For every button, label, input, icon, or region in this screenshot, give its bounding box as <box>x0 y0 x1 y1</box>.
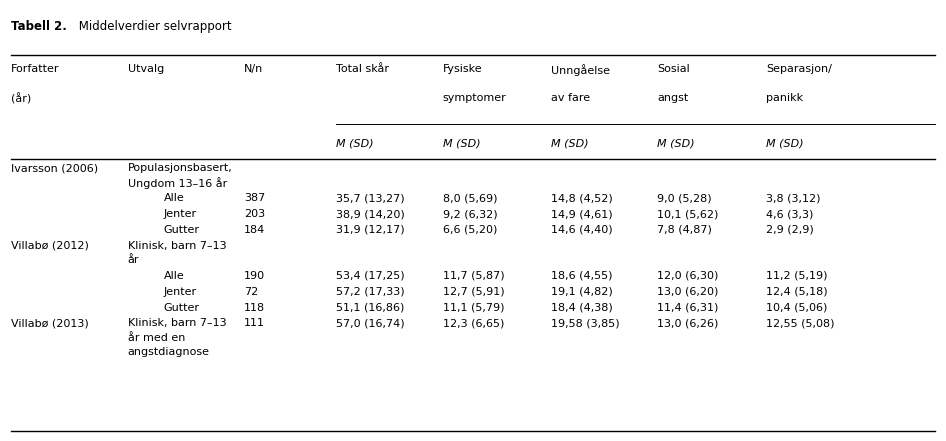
Text: Alle: Alle <box>164 193 184 203</box>
Text: 11,4 (6,31): 11,4 (6,31) <box>657 303 719 313</box>
Text: 12,0 (6,30): 12,0 (6,30) <box>657 271 719 281</box>
Text: Ungdom 13–16 år: Ungdom 13–16 år <box>128 177 227 189</box>
Text: 57,2 (17,33): 57,2 (17,33) <box>336 287 405 297</box>
Text: 9,0 (5,28): 9,0 (5,28) <box>657 193 712 203</box>
Text: Klinisk, barn 7–13: Klinisk, barn 7–13 <box>128 318 226 329</box>
Text: 111: 111 <box>244 318 265 329</box>
Text: Ivarsson (2006): Ivarsson (2006) <box>11 163 98 173</box>
Text: panikk: panikk <box>766 93 803 103</box>
Text: Middelverdier selvrapport: Middelverdier selvrapport <box>75 20 232 33</box>
Text: 118: 118 <box>244 303 265 313</box>
Text: Sosial: Sosial <box>657 64 691 74</box>
Text: 9,2 (6,32): 9,2 (6,32) <box>443 209 498 219</box>
Text: 13,0 (6,20): 13,0 (6,20) <box>657 287 719 297</box>
Text: M (SD): M (SD) <box>443 139 481 149</box>
Text: Populasjonsbasert,: Populasjonsbasert, <box>128 163 233 173</box>
Text: 57,0 (16,74): 57,0 (16,74) <box>336 318 405 329</box>
Text: angstdiagnose: angstdiagnose <box>128 347 210 357</box>
Text: 13,0 (6,26): 13,0 (6,26) <box>657 318 719 329</box>
Text: 14,6 (4,40): 14,6 (4,40) <box>551 225 612 235</box>
Text: 31,9 (12,17): 31,9 (12,17) <box>336 225 405 235</box>
Text: 11,7 (5,87): 11,7 (5,87) <box>443 271 504 281</box>
Text: 35,7 (13,27): 35,7 (13,27) <box>336 193 405 203</box>
Text: N/n: N/n <box>244 64 263 74</box>
Text: Jenter: Jenter <box>164 209 197 219</box>
Text: M (SD): M (SD) <box>336 139 374 149</box>
Text: år: år <box>128 255 139 265</box>
Text: år med en: år med en <box>128 333 185 343</box>
Text: Villabø (2012): Villabø (2012) <box>11 241 89 251</box>
Text: 8,0 (5,69): 8,0 (5,69) <box>443 193 498 203</box>
Text: Klinisk, barn 7–13: Klinisk, barn 7–13 <box>128 241 226 251</box>
Text: 18,6 (4,55): 18,6 (4,55) <box>551 271 612 281</box>
Text: angst: angst <box>657 93 689 103</box>
Text: 3,8 (3,12): 3,8 (3,12) <box>766 193 821 203</box>
Text: 18,4 (4,38): 18,4 (4,38) <box>551 303 612 313</box>
Text: 12,55 (5,08): 12,55 (5,08) <box>766 318 834 329</box>
Text: Total skår: Total skår <box>336 64 389 74</box>
Text: (år): (år) <box>11 93 31 104</box>
Text: M (SD): M (SD) <box>551 139 588 149</box>
Text: 10,4 (5,06): 10,4 (5,06) <box>766 303 828 313</box>
Text: Gutter: Gutter <box>164 303 200 313</box>
Text: 7,8 (4,87): 7,8 (4,87) <box>657 225 712 235</box>
Text: Gutter: Gutter <box>164 225 200 235</box>
Text: 11,2 (5,19): 11,2 (5,19) <box>766 271 828 281</box>
Text: 11,1 (5,79): 11,1 (5,79) <box>443 303 504 313</box>
Text: 12,3 (6,65): 12,3 (6,65) <box>443 318 504 329</box>
Text: 10,1 (5,62): 10,1 (5,62) <box>657 209 719 219</box>
Text: 14,9 (4,61): 14,9 (4,61) <box>551 209 612 219</box>
Text: 6,6 (5,20): 6,6 (5,20) <box>443 225 497 235</box>
Text: av fare: av fare <box>551 93 589 103</box>
Text: 51,1 (16,86): 51,1 (16,86) <box>336 303 404 313</box>
Text: 19,1 (4,82): 19,1 (4,82) <box>551 287 612 297</box>
Text: 184: 184 <box>244 225 265 235</box>
Text: Tabell 2.: Tabell 2. <box>11 20 67 33</box>
Text: 4,6 (3,3): 4,6 (3,3) <box>766 209 814 219</box>
Text: Alle: Alle <box>164 271 184 281</box>
Text: Unngåelse: Unngåelse <box>551 64 609 76</box>
Text: 203: 203 <box>244 209 265 219</box>
Text: Fysiske: Fysiske <box>443 64 482 74</box>
Text: Jenter: Jenter <box>164 287 197 297</box>
Text: 2,9 (2,9): 2,9 (2,9) <box>766 225 814 235</box>
Text: M (SD): M (SD) <box>766 139 804 149</box>
Text: 38,9 (14,20): 38,9 (14,20) <box>336 209 405 219</box>
Text: Forfatter: Forfatter <box>11 64 60 74</box>
Text: 12,7 (5,91): 12,7 (5,91) <box>443 287 504 297</box>
Text: Utvalg: Utvalg <box>128 64 164 74</box>
Text: symptomer: symptomer <box>443 93 506 103</box>
Text: Villabø (2013): Villabø (2013) <box>11 318 89 329</box>
Text: Separasjon/: Separasjon/ <box>766 64 832 74</box>
Text: 72: 72 <box>244 287 258 297</box>
Text: M (SD): M (SD) <box>657 139 695 149</box>
Text: 19,58 (3,85): 19,58 (3,85) <box>551 318 620 329</box>
Text: 387: 387 <box>244 193 265 203</box>
Text: 12,4 (5,18): 12,4 (5,18) <box>766 287 828 297</box>
Text: 14,8 (4,52): 14,8 (4,52) <box>551 193 612 203</box>
Text: 190: 190 <box>244 271 265 281</box>
Text: 53,4 (17,25): 53,4 (17,25) <box>336 271 405 281</box>
